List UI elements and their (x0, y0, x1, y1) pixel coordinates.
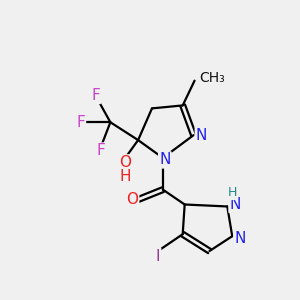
Text: F: F (96, 143, 105, 158)
Text: O: O (126, 192, 138, 207)
Text: CH₃: CH₃ (200, 71, 225, 85)
Text: F: F (91, 88, 100, 103)
Text: F: F (76, 115, 85, 130)
Text: N: N (159, 152, 170, 167)
Text: N: N (196, 128, 207, 142)
Text: O: O (119, 155, 131, 170)
Text: H: H (119, 169, 131, 184)
Text: N: N (235, 231, 246, 246)
Text: H: H (227, 186, 237, 199)
Text: N: N (230, 197, 241, 212)
Text: I: I (156, 248, 160, 263)
